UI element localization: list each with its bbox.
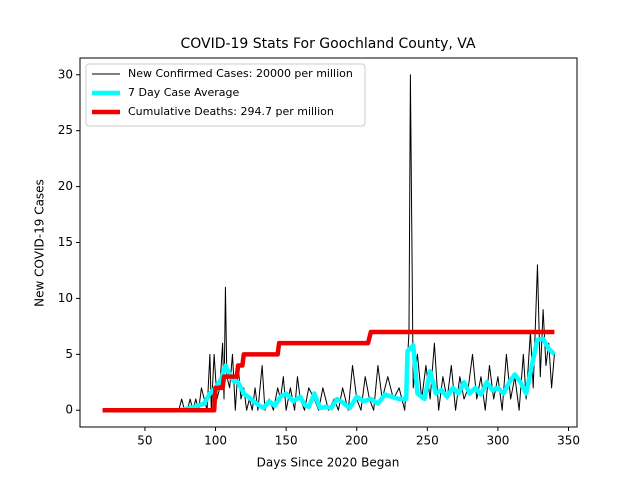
y-tick-label: 0 (65, 403, 73, 417)
legend-box (85, 63, 366, 127)
y-tick-label: 25 (58, 123, 73, 137)
y-tick-label: 20 (58, 179, 73, 193)
x-tick-label: 100 (204, 434, 227, 448)
x-axis-label: Days Since 2020 Began (257, 456, 400, 470)
x-tick-label: 300 (486, 434, 509, 448)
plot-frame (79, 57, 578, 428)
y-tick-label: 15 (58, 235, 73, 249)
y-tick-label: 5 (65, 347, 73, 361)
legend-label: New Confirmed Cases: 20000 per million (128, 67, 353, 80)
data-line (179, 336, 556, 413)
y-axis-label: New COVID-19 Cases (33, 179, 47, 307)
chart-title: COVID-19 Stats For Goochland County, VA (180, 36, 476, 52)
legend-label: Cumulative Deaths: 294.7 per million (128, 105, 334, 118)
legend-label: 7 Day Case Average (128, 86, 240, 99)
x-tick-label: 250 (416, 434, 439, 448)
x-tick-label: 50 (137, 434, 152, 448)
y-tick-label: 10 (58, 291, 73, 305)
x-tick-label: 150 (275, 434, 298, 448)
y-tick-label: 30 (58, 67, 73, 81)
x-tick-label: 200 (345, 434, 368, 448)
data-line (102, 329, 555, 413)
x-tick-label: 350 (557, 434, 580, 448)
